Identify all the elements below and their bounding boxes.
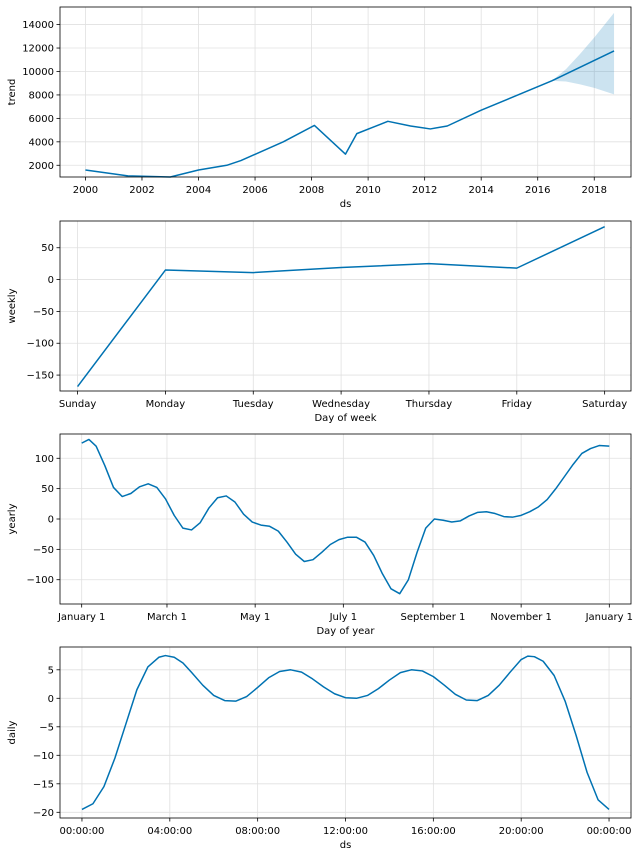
trend-xtick-label-8: 2016 [525,185,550,196]
daily-ytick-label-2: −10 [33,751,54,762]
weekly-series-line [76,226,605,387]
daily-ylabel: daily [7,720,18,744]
trend-uncertainty-band [551,12,615,95]
daily-ytick-label-3: −5 [39,722,54,733]
weekly-xtick-label-3: Wednesday [312,399,370,410]
trend-ytick-label-5: 12000 [22,44,54,55]
trend-xtick-label-3: 2006 [242,185,267,196]
trend-ytick-label-1: 4000 [29,137,54,148]
daily-grid [60,647,631,818]
yearly-panel: January 1 March 1 May 1 July 1 September 1 No… [7,433,633,637]
yearly-ytick-label-0: −100 [27,575,54,586]
weekly-ylabel: weekly [7,288,18,323]
trend-series-line [85,50,615,178]
yearly-ytick-label-4: 100 [35,454,54,465]
weekly-grid [60,221,631,391]
trend-xtick-label-2: 2004 [186,185,211,196]
yearly-xtick-label-4: September 1 [401,612,466,623]
daily-ytick-label-0: −20 [33,808,54,819]
daily-ytick-label-1: −15 [33,779,54,790]
weekly-xtick-label-1: Monday [146,399,186,410]
trend-ylabel: trend [7,79,18,106]
trend-ytick-label-2: 6000 [29,114,54,125]
trend-xtick-label-5: 2010 [355,185,380,196]
daily-ytick-label-4: 0 [48,694,54,705]
yearly-xtick-label-0: January 1 [57,612,105,623]
daily-xtick-label-1: 04:00:00 [147,826,192,837]
trend-xtick-label-0: 2000 [73,185,98,196]
yearly-series-line [81,438,610,595]
weekly-axes-frame [59,220,632,392]
weekly-ytick-label-1: −100 [27,339,54,350]
trend-axes-frame [59,6,632,178]
trend-xtick-label-6: 2012 [412,185,437,196]
yearly-xtick-label-6: January 1 [585,612,633,623]
yearly-grid [60,434,631,604]
weekly-panel: Sunday Monday Tuesday Wednesday Thursday Frid… [7,220,632,424]
daily-xlabel: ds [340,840,352,851]
trend-xlabel: ds [340,199,352,210]
trend-ytick-label-4: 10000 [22,67,54,78]
yearly-ytick-label-2: 0 [48,515,54,526]
weekly-ytick-label-0: −150 [27,371,54,382]
weekly-xtick-label-4: Thursday [405,399,453,410]
yearly-xtick-label-5: November 1 [490,612,552,623]
weekly-xtick-label-5: Friday [502,399,532,410]
yearly-xlabel: Day of year [316,626,375,637]
yearly-ytick-label-1: −50 [33,545,54,556]
weekly-xtick-label-6: Saturday [582,399,627,410]
daily-xtick-label-2: 08:00:00 [235,826,280,837]
trend-xtick-label-4: 2008 [299,185,324,196]
trend-grid [60,7,631,177]
daily-xtick-label-6: 00:00:00 [587,826,632,837]
daily-xtick-label-4: 16:00:00 [411,826,456,837]
weekly-xtick-label-2: Tuesday [232,399,274,410]
trend-xtick-label-1: 2002 [129,185,154,196]
trend-ytick-label-3: 8000 [29,90,54,101]
yearly-xtick-label-2: May 1 [240,612,270,623]
weekly-ytick-label-2: −50 [33,307,54,318]
yearly-xtick-label-3: July 1 [329,612,358,623]
daily-xtick-label-0: 00:00:00 [60,826,105,837]
yearly-xtick-label-1: March 1 [147,612,187,623]
trend-panel: 2000 2002 2004 2006 2008 2010 2012 2014 2016 2018… [7,6,632,210]
weekly-xlabel: Day of week [314,413,376,424]
daily-series-line [81,654,610,811]
trend-xtick-label-9: 2018 [582,185,607,196]
trend-ytick-label-0: 2000 [29,161,54,172]
yearly-ylabel: yearly [7,503,18,534]
daily-xtick-label-5: 20:00:00 [499,826,544,837]
trend-ytick-label-6: 14000 [22,20,54,31]
daily-ytick-label-5: 5 [48,665,54,676]
daily-panel: 00:00:00 04:00:00 08:00:00 12:00:00 16:00:00… [7,646,632,851]
weekly-ytick-label-3: 0 [48,275,54,286]
weekly-xtick-label-0: Sunday [59,399,96,410]
weekly-ytick-label-4: 50 [41,243,54,254]
daily-xtick-label-3: 12:00:00 [323,826,368,837]
trend-xtick-label-7: 2014 [468,185,493,196]
yearly-ytick-label-3: 50 [41,484,54,495]
